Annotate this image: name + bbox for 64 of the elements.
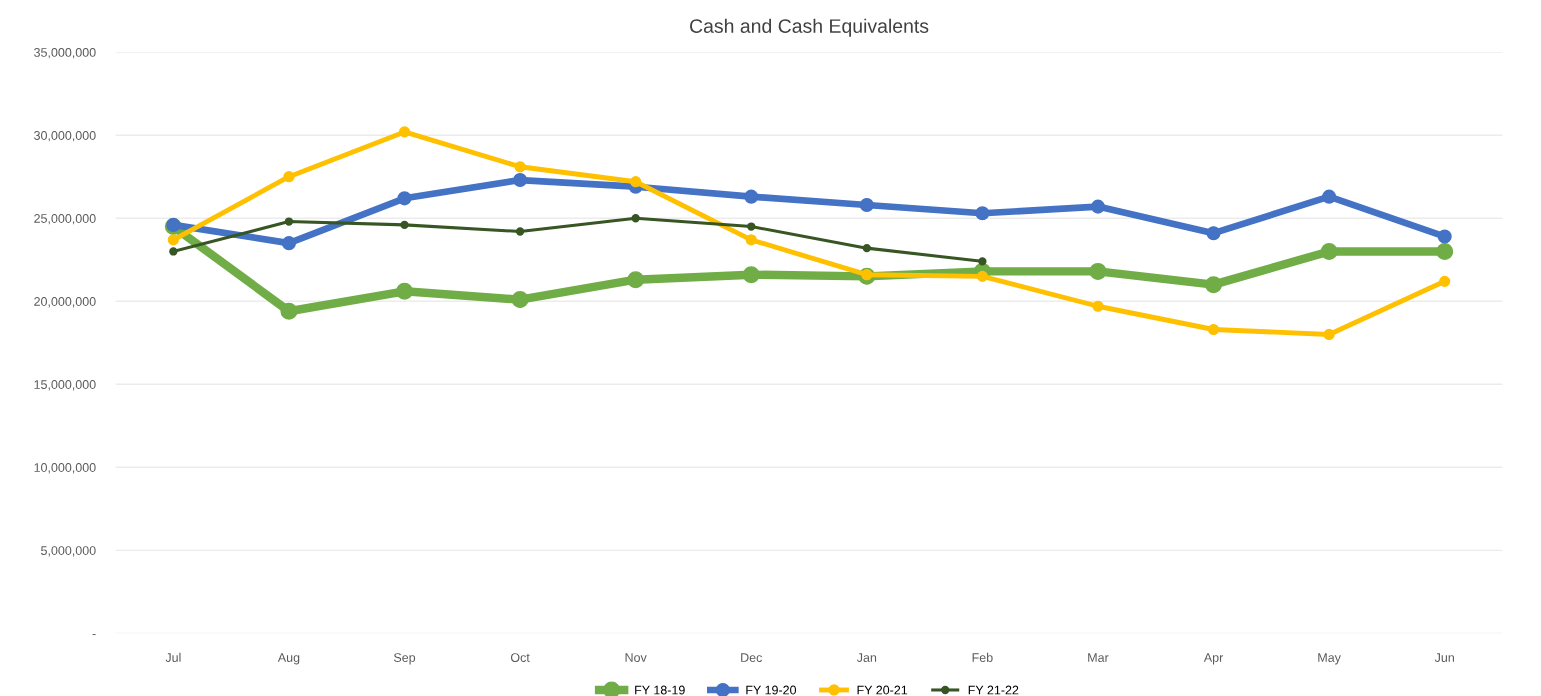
x-tick-label: Aug xyxy=(277,653,300,665)
point xyxy=(1439,275,1451,287)
point xyxy=(397,191,412,206)
y-tick-label: 15,000,000 xyxy=(34,380,96,391)
y-tick-label: 25,000,000 xyxy=(34,214,96,225)
point xyxy=(745,234,757,246)
point xyxy=(396,282,414,300)
legend-label: FY 21-22 xyxy=(968,685,1019,695)
x-tick-label: Dec xyxy=(741,653,763,662)
point xyxy=(747,222,756,231)
point xyxy=(976,270,988,282)
point xyxy=(284,217,294,226)
x-tick-label: Jun xyxy=(1434,653,1454,662)
y-tick-label: 30,000,000 xyxy=(34,131,96,142)
x-tick-label: Jan xyxy=(856,653,877,662)
point xyxy=(166,217,181,232)
point xyxy=(978,257,987,266)
x-tick-label: Sep xyxy=(393,653,416,665)
x-tick-label: Oct xyxy=(510,653,530,662)
point xyxy=(400,220,409,230)
point xyxy=(1090,199,1106,214)
point xyxy=(513,172,528,188)
x-tick-label: Jul xyxy=(165,652,181,662)
x-tick-label: May xyxy=(1318,653,1341,665)
legend-label: FY 18-19 xyxy=(635,685,685,695)
point xyxy=(630,176,642,188)
point xyxy=(862,243,871,253)
point xyxy=(283,171,295,183)
point xyxy=(627,271,645,289)
point xyxy=(631,214,640,223)
point xyxy=(1436,242,1454,260)
point xyxy=(1206,226,1221,241)
point xyxy=(511,291,529,309)
point xyxy=(1089,262,1107,280)
point xyxy=(1320,242,1338,260)
point xyxy=(742,266,760,284)
y-tick-label: 20,000,000 xyxy=(34,297,96,308)
point xyxy=(859,197,874,213)
y-tick-label: 10,000,000 xyxy=(34,463,96,474)
chart-title: Cash and Cash Equivalents xyxy=(690,18,929,37)
point xyxy=(280,302,298,320)
point xyxy=(514,161,526,173)
point xyxy=(1205,276,1223,294)
point xyxy=(169,247,178,256)
x-tick-label: Feb xyxy=(972,652,993,662)
x-tick-label: Mar xyxy=(1088,653,1109,662)
y-tick-label: 5,000,000 xyxy=(41,546,96,557)
legend-label: FY 19-20 xyxy=(746,685,797,695)
point xyxy=(398,126,411,138)
x-tick-label: Nov xyxy=(625,653,647,662)
point xyxy=(281,236,296,251)
point xyxy=(167,234,179,246)
point xyxy=(975,206,990,221)
point xyxy=(744,189,759,204)
point xyxy=(515,227,525,236)
point xyxy=(1092,300,1104,312)
point xyxy=(1322,189,1337,204)
point xyxy=(1207,323,1220,336)
legend-label: FY 20-21 xyxy=(857,685,908,695)
y-tick-label: 35,000,000 xyxy=(34,48,96,59)
y-tick-label: - xyxy=(92,634,96,636)
point xyxy=(1323,328,1335,341)
point xyxy=(1437,229,1452,244)
x-tick-label: Apr xyxy=(1203,653,1224,665)
